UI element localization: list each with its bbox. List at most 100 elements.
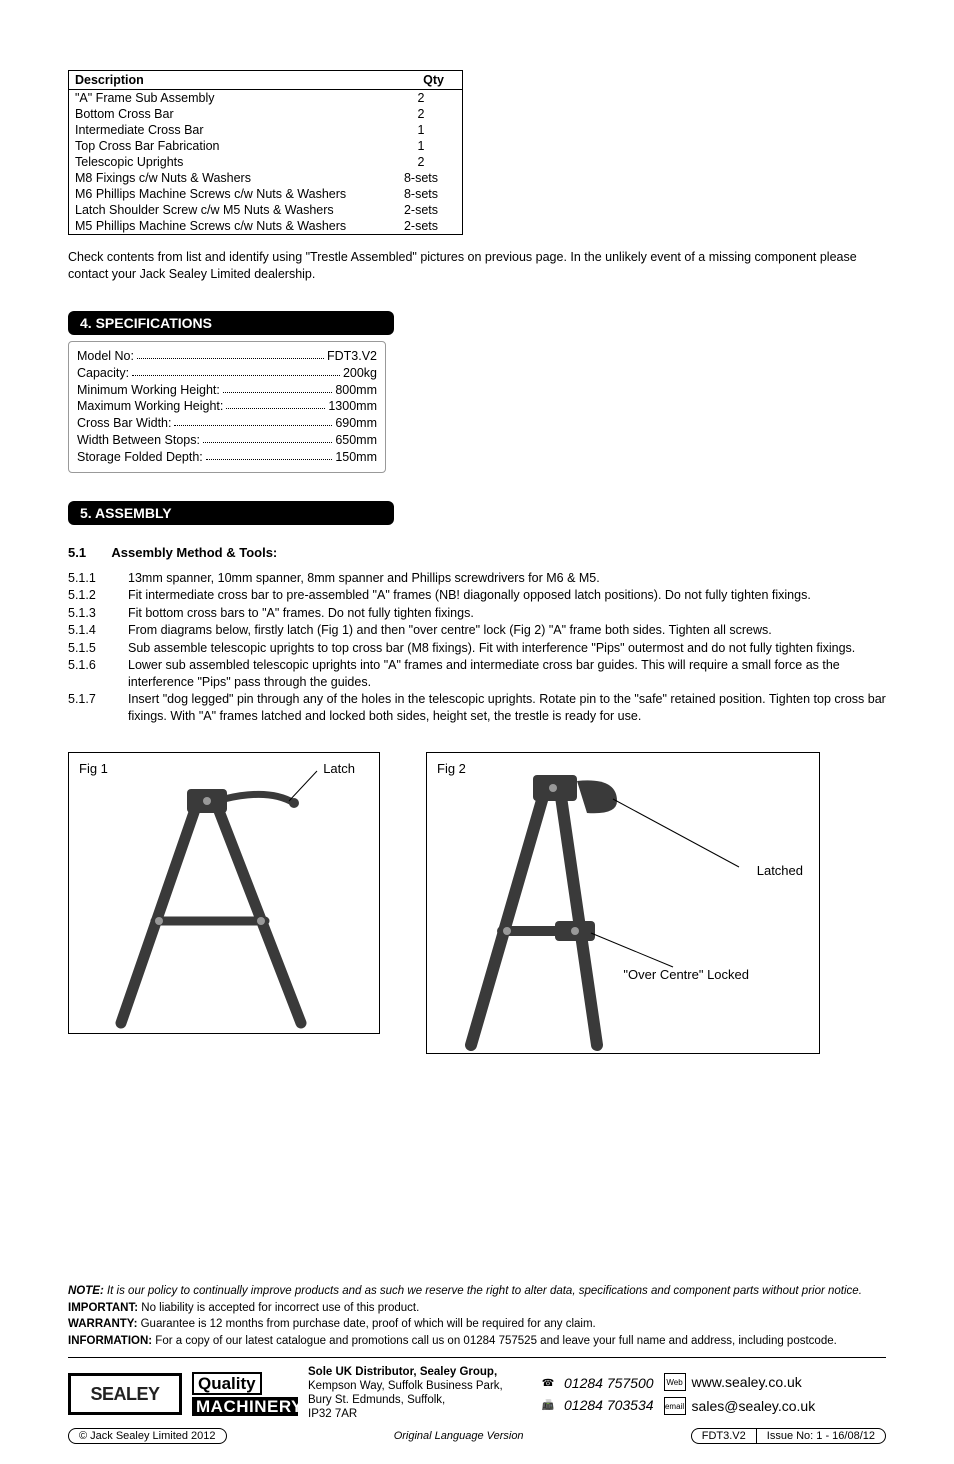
table-cell: Bottom Cross Bar (69, 106, 381, 122)
quality-machinery-logo: Quality MACHINERY (192, 1372, 298, 1416)
table-cell: M6 Phillips Machine Screws c/w Nuts & Wa… (69, 186, 381, 202)
footer: SEALEY Quality MACHINERY Sole UK Distrib… (68, 1357, 886, 1421)
spec-label: Cross Bar Width: (77, 415, 171, 432)
step-text: Lower sub assembled telescopic uprights … (128, 657, 886, 690)
sub-title: Assembly Method & Tools: (111, 545, 277, 560)
spec-label: Maximum Working Height: (77, 398, 223, 415)
section-5-title: 5. ASSEMBLY (68, 501, 394, 525)
spec-box: Model No: FDT3.V2 Capacity: 200kg Minimum … (68, 341, 386, 473)
sub-num: 5.1 (68, 545, 86, 560)
check-contents-text: Check contents from list and identify us… (68, 249, 886, 283)
spec-label: Storage Folded Depth: (77, 449, 203, 466)
important-label: IMPORTANT: (68, 1302, 138, 1314)
email-icon: email (664, 1397, 686, 1415)
contact-phone-col: ☎ 01284 757500 📠 01284 703534 (538, 1375, 654, 1413)
spec-value: 690mm (335, 415, 377, 432)
logo-machinery: MACHINERY (192, 1397, 298, 1416)
table-cell: 8-sets (380, 170, 463, 186)
email: sales@sealey.co.uk (692, 1398, 816, 1414)
table-cell: 2 (380, 154, 463, 170)
issue-pill-group: FDT3.V2 Issue No: 1 - 16/08/12 (691, 1428, 886, 1444)
step-num: 5.1.1 (68, 570, 128, 587)
step-text: Insert "dog legged" pin through any of t… (128, 691, 886, 724)
table-cell: Intermediate Cross Bar (69, 122, 381, 138)
assembly-steps: 5.1.113mm spanner, 10mm spanner, 8mm spa… (68, 570, 886, 725)
web-icon: Web (664, 1373, 686, 1391)
spec-value: 1300mm (328, 398, 377, 415)
addr-line: Bury St. Edmunds, Suffolk, (308, 1394, 445, 1406)
step-num: 5.1.4 (68, 622, 128, 639)
spec-value: FDT3.V2 (327, 348, 377, 365)
table-cell: 2-sets (380, 218, 463, 235)
table-cell: 1 (380, 122, 463, 138)
step-num: 5.1.5 (68, 640, 128, 657)
important-text: No liability is accepted for incorrect u… (138, 1302, 419, 1314)
table-cell: 2-sets (380, 202, 463, 218)
website: www.sealey.co.uk (692, 1374, 802, 1390)
step-text: 13mm spanner, 10mm spanner, 8mm spanner … (128, 570, 886, 587)
spec-label: Minimum Working Height: (77, 382, 220, 399)
fig2-annotation: Latched (757, 863, 803, 878)
spec-value: 200kg (343, 365, 377, 382)
telephone: 01284 757500 (564, 1375, 654, 1391)
step-num: 5.1.2 (68, 587, 128, 604)
addr-title: Sole UK Distributor, Sealey Group, (308, 1366, 497, 1378)
original-language-version: Original Language Version (394, 1430, 524, 1442)
spec-label: Capacity: (77, 365, 129, 382)
spec-value: 150mm (335, 449, 377, 466)
assembly-subheading: 5.1 Assembly Method & Tools: (68, 545, 886, 560)
note-label: NOTE: (68, 1285, 104, 1297)
table-cell: M8 Fixings c/w Nuts & Washers (69, 170, 381, 186)
note-text: It is our policy to continually improve … (104, 1285, 862, 1297)
step-text: Sub assemble telescopic uprights to top … (128, 640, 886, 657)
col-qty: Qty (380, 71, 463, 90)
warranty-label: WARRANTY: (68, 1318, 137, 1330)
fax-icon: 📠 (538, 1397, 558, 1413)
table-cell: 8-sets (380, 186, 463, 202)
step-num: 5.1.7 (68, 691, 128, 724)
logo-quality: Quality (192, 1372, 262, 1395)
table-cell: "A" Frame Sub Assembly (69, 90, 381, 107)
spec-value: 800mm (335, 382, 377, 399)
distributor-address: Sole UK Distributor, Sealey Group, Kemps… (308, 1366, 528, 1421)
contact-web-col: Web www.sealey.co.uk email sales@sealey.… (664, 1373, 816, 1415)
parts-table: Description Qty "A" Frame Sub Assembly2 … (68, 70, 463, 235)
fax: 01284 703534 (564, 1397, 654, 1413)
spec-label: Width Between Stops: (77, 432, 200, 449)
spec-value: 650mm (335, 432, 377, 449)
info-text: For a copy of our latest catalogue and p… (152, 1335, 837, 1347)
step-text: From diagrams below, firstly latch (Fig … (128, 622, 886, 639)
section-4-title: 4. SPECIFICATIONS (68, 311, 394, 335)
table-cell: M5 Phillips Machine Screws c/w Nuts & Wa… (69, 218, 381, 235)
sealey-logo: SEALEY (68, 1373, 182, 1415)
step-num: 5.1.3 (68, 605, 128, 622)
fig1-annotation: Latch (323, 761, 355, 776)
spec-label: Model No: (77, 348, 134, 365)
table-cell: Telescopic Uprights (69, 154, 381, 170)
figure-2: Fig 2 Latched "Over Centre" Locked (426, 752, 820, 1054)
bottom-row: © Jack Sealey Limited 2012 Original Lang… (68, 1428, 886, 1444)
warranty-text: Guarantee is 12 months from purchase dat… (137, 1318, 595, 1330)
step-text: Fit intermediate cross bar to pre-assemb… (128, 587, 886, 604)
copyright-pill: © Jack Sealey Limited 2012 (68, 1428, 227, 1444)
phone-icon: ☎ (538, 1375, 558, 1391)
table-cell: Top Cross Bar Fabrication (69, 138, 381, 154)
fig2-diagram (427, 753, 819, 1053)
addr-line: IP32 7AR (308, 1408, 357, 1420)
step-num: 5.1.6 (68, 657, 128, 690)
step-text: Fit bottom cross bars to "A" frames. Do … (128, 605, 886, 622)
fig2-annotation: "Over Centre" Locked (623, 967, 749, 982)
fig1-label: Fig 1 (79, 761, 108, 776)
fig2-label: Fig 2 (437, 761, 466, 776)
issue-pill: Issue No: 1 - 16/08/12 (756, 1428, 886, 1444)
table-cell: 2 (380, 90, 463, 107)
table-cell: Latch Shoulder Screw c/w M5 Nuts & Washe… (69, 202, 381, 218)
fig1-diagram (69, 753, 379, 1033)
model-pill: FDT3.V2 (691, 1428, 756, 1444)
figure-1: Fig 1 Latch (68, 752, 380, 1034)
table-cell: 1 (380, 138, 463, 154)
addr-line: Kempson Way, Suffolk Business Park (308, 1380, 500, 1392)
info-label: INFORMATION: (68, 1335, 152, 1347)
col-desc: Description (69, 71, 381, 90)
table-cell: 2 (380, 106, 463, 122)
